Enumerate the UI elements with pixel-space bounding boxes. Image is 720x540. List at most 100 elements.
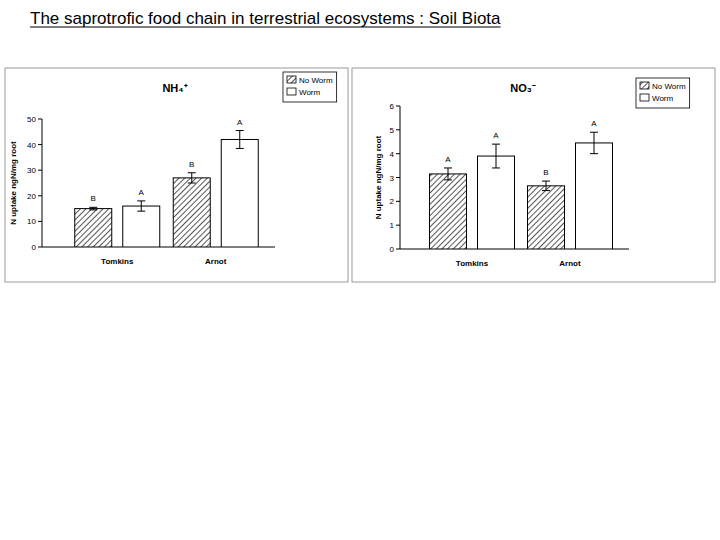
error-cap <box>492 144 500 145</box>
y-tick-label: 0 <box>32 243 37 252</box>
error-bar <box>444 168 452 180</box>
legend-box <box>283 72 337 102</box>
y-tick-label: 0 <box>390 245 395 254</box>
error-bar <box>236 131 244 149</box>
legend-box <box>636 78 690 108</box>
y-tick <box>396 201 400 202</box>
y-tick <box>38 144 42 145</box>
significance-letter: A <box>445 155 451 164</box>
bar <box>75 209 112 247</box>
significance-letter: B <box>189 160 194 169</box>
error-bar <box>590 132 598 153</box>
error-cap <box>137 211 145 212</box>
y-tick-label: 40 <box>27 141 36 150</box>
y-tick-label: 6 <box>390 102 395 111</box>
legend: No Worm Worm <box>636 78 690 108</box>
y-tick <box>396 129 400 130</box>
y-tick-label: 5 <box>390 126 395 135</box>
legend-swatch <box>287 88 296 95</box>
page: The saprotrofic food chain in terrestria… <box>0 0 720 540</box>
x-tick-label: Tomkins <box>456 259 489 268</box>
chart-panel <box>352 68 715 282</box>
error-cap <box>89 207 97 208</box>
y-tick-label: 1 <box>390 221 395 230</box>
error-stem <box>239 131 240 149</box>
error-cap <box>236 130 244 131</box>
legend: No Worm Worm <box>283 72 337 102</box>
chart-title: NO₃⁻ <box>510 82 536 94</box>
error-bar <box>89 207 97 210</box>
y-axis-label: N uptake ngN/mg root <box>9 141 18 225</box>
error-cap <box>542 190 550 191</box>
marks <box>75 131 259 247</box>
x-tick-label: Arnot <box>559 259 581 268</box>
marks <box>430 132 613 249</box>
error-stem <box>448 168 449 180</box>
bar <box>221 139 258 247</box>
chart-panel <box>5 68 348 282</box>
y-tick <box>396 177 400 178</box>
chart-title: NH₄⁺ <box>162 82 187 94</box>
chart: NO₃⁻ N uptake ngN/mg root 0 1 2 3 4 5 6 Tomkins A A… <box>352 68 715 282</box>
legend-swatch <box>287 76 296 83</box>
y-tick-label: 50 <box>27 115 36 124</box>
y-tick <box>396 249 400 250</box>
legend-swatch <box>640 82 649 89</box>
y-tick <box>38 170 42 171</box>
y-tick <box>38 195 42 196</box>
error-cap <box>542 181 550 182</box>
y-tick-label: 30 <box>27 166 36 175</box>
y-tick <box>38 119 42 120</box>
error-stem <box>141 201 142 211</box>
legend-label: No Worm <box>652 82 686 91</box>
legend-label: Worm <box>299 88 321 97</box>
legend-label: No Worm <box>299 76 333 85</box>
x-tick-label: Arnot <box>205 257 227 266</box>
bar <box>576 143 613 249</box>
legend-swatch <box>640 94 649 101</box>
y-tick <box>396 225 400 226</box>
page-title: The saprotrofic food chain in terrestria… <box>30 9 501 28</box>
error-stem <box>546 181 547 191</box>
error-cap <box>236 148 244 149</box>
error-cap <box>444 167 452 168</box>
y-tick-label: 4 <box>390 150 395 159</box>
x-tick-label: Tomkins <box>101 257 134 266</box>
error-cap <box>188 172 196 173</box>
y-axis-label: N uptake ngN/mg root <box>374 135 383 219</box>
title-underline <box>30 27 501 28</box>
y-tick <box>38 221 42 222</box>
significance-letter: A <box>493 131 499 140</box>
bar <box>123 206 160 247</box>
significance-letter: B <box>91 194 96 203</box>
y-axis <box>42 119 43 247</box>
bar <box>430 174 467 249</box>
error-cap <box>492 167 500 168</box>
y-tick <box>38 247 42 248</box>
error-bar <box>492 144 500 168</box>
error-stem <box>496 144 497 168</box>
y-tick-label: 10 <box>27 217 36 226</box>
error-stem <box>191 173 192 183</box>
error-stem <box>594 132 595 153</box>
error-cap <box>590 153 598 154</box>
error-bar <box>542 181 550 191</box>
significance-letter: A <box>237 118 243 127</box>
bar <box>173 178 210 247</box>
error-cap <box>590 132 598 133</box>
y-tick-label: 20 <box>27 192 36 201</box>
significance-letter: A <box>139 188 145 197</box>
error-cap <box>137 200 145 201</box>
bar <box>478 156 515 249</box>
error-cap <box>188 183 196 184</box>
significance-letter: B <box>543 168 548 177</box>
error-cap <box>444 179 452 180</box>
y-tick-label: 3 <box>390 174 395 183</box>
y-tick <box>396 153 400 154</box>
bar <box>528 186 565 249</box>
error-bar <box>137 201 145 211</box>
legend-label: Worm <box>652 94 674 103</box>
y-tick-label: 2 <box>390 197 395 206</box>
y-tick <box>396 106 400 107</box>
error-cap <box>89 209 97 210</box>
